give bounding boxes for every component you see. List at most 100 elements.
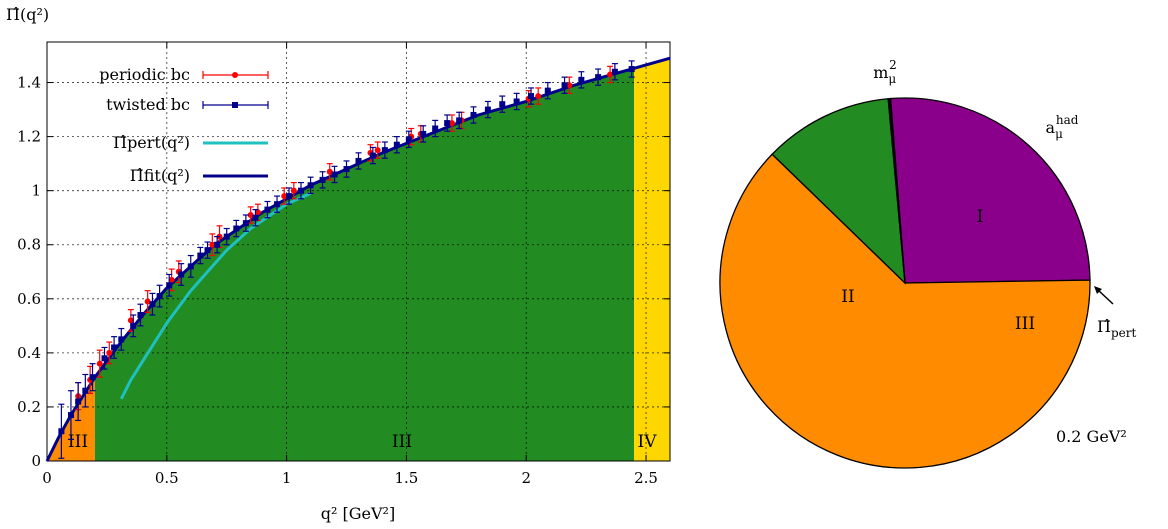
marker-circle bbox=[96, 360, 103, 367]
data-point-twisted bbox=[67, 390, 74, 440]
data-point-twisted bbox=[528, 87, 535, 105]
data-point-twisted bbox=[149, 292, 156, 316]
y-tick-label: 0.2 bbox=[17, 398, 41, 416]
marker-square bbox=[307, 182, 314, 189]
data-point-twisted bbox=[101, 346, 108, 370]
marker-square bbox=[381, 147, 388, 154]
y-tick-label: 0.8 bbox=[17, 236, 41, 254]
data-point-twisted bbox=[319, 171, 326, 189]
data-point-twisted bbox=[420, 125, 427, 143]
legend: periodic bc twisted bc Π̂pert(q²) Π̂fit(q²) bbox=[99, 65, 269, 185]
data-point-twisted bbox=[561, 76, 568, 94]
pie-slice-label: III bbox=[1015, 314, 1035, 334]
data-point-twisted bbox=[297, 181, 304, 200]
data-point-twisted bbox=[204, 241, 211, 259]
legend-label: Π̂pert(q²) bbox=[113, 133, 190, 152]
marker-circle bbox=[127, 317, 134, 324]
marker-square bbox=[578, 76, 585, 83]
marker-circle bbox=[535, 93, 542, 100]
line-scatter-chart: 0 0.5 1 1.5 2 2.5 0 0.2 0.4 0.6 0.8 1 1.2 1.4 Π̂(q²) q²… bbox=[6, 5, 671, 523]
pie-label-top: mμ2 bbox=[873, 58, 897, 86]
marker-square bbox=[499, 101, 506, 108]
data-point-twisted bbox=[307, 176, 314, 194]
marker-square bbox=[286, 193, 293, 200]
data-point-twisted bbox=[130, 314, 137, 338]
marker-square bbox=[274, 201, 281, 208]
marker-square bbox=[130, 322, 137, 329]
pie-slice-label: II bbox=[841, 287, 854, 307]
data-point-twisted bbox=[611, 63, 618, 81]
data-point-twisted bbox=[58, 403, 65, 459]
marker-circle bbox=[247, 212, 254, 219]
y-tick-label: 1.4 bbox=[17, 74, 41, 92]
legend-label: periodic bc bbox=[99, 65, 190, 84]
data-point-twisted bbox=[82, 373, 89, 408]
marker-square bbox=[82, 387, 89, 394]
pie-slice-1 bbox=[719, 153, 1091, 469]
y-tick-label: 1 bbox=[31, 182, 41, 200]
marker-square bbox=[178, 271, 185, 278]
marker-square bbox=[611, 68, 618, 75]
data-point-twisted bbox=[393, 136, 400, 154]
data-point-periodic bbox=[144, 290, 151, 313]
marker-circle bbox=[106, 349, 113, 356]
marker-square bbox=[187, 263, 194, 270]
marker-square bbox=[137, 312, 144, 319]
data-point-twisted bbox=[75, 382, 82, 422]
region-label: III bbox=[68, 432, 88, 452]
series-line-0 bbox=[119, 192, 312, 400]
marker-square bbox=[470, 111, 477, 118]
marker-circle bbox=[607, 71, 614, 78]
x-tick-label: 1 bbox=[282, 469, 292, 487]
marker-square bbox=[420, 130, 427, 137]
marker-circle bbox=[254, 209, 261, 216]
data-point-periodic bbox=[247, 206, 254, 224]
marker-square bbox=[118, 336, 125, 343]
data-point-twisted bbox=[111, 336, 118, 359]
pie-slice-3 bbox=[887, 97, 906, 284]
data-point-twisted bbox=[252, 209, 259, 227]
x-tick-label: 1.5 bbox=[394, 469, 418, 487]
data-point-twisted bbox=[223, 227, 230, 246]
x-tick-label: 0 bbox=[42, 469, 52, 487]
marker-square bbox=[264, 206, 271, 213]
marker-square bbox=[393, 141, 400, 148]
data-point-twisted bbox=[513, 92, 520, 111]
region-fill-2 bbox=[634, 58, 670, 461]
x-axis-label: q² [GeV²] bbox=[321, 504, 395, 523]
marker-square bbox=[595, 74, 602, 81]
marker-circle bbox=[326, 168, 333, 175]
data-point-twisted bbox=[343, 160, 350, 178]
marker-square bbox=[204, 247, 211, 254]
marker-square bbox=[75, 398, 82, 405]
marker-circle bbox=[448, 120, 455, 127]
legend-marker bbox=[232, 72, 238, 78]
data-point-twisted bbox=[156, 284, 163, 308]
marker-square bbox=[628, 66, 635, 73]
marker-square bbox=[444, 120, 451, 127]
legend-label: twisted bc bbox=[106, 95, 190, 114]
data-point-twisted bbox=[286, 187, 293, 205]
data-point-twisted bbox=[197, 246, 204, 265]
region-label: IV bbox=[638, 432, 658, 452]
data-point-twisted bbox=[355, 152, 362, 170]
y-tick-label: 1.2 bbox=[17, 128, 41, 146]
pie-slice-2 bbox=[771, 98, 906, 285]
y-tick-label: 0 bbox=[31, 452, 41, 470]
pie-label-bottom-right: 0.2 GeV² bbox=[1056, 427, 1127, 446]
data-point-periodic bbox=[96, 349, 103, 378]
y-tick-label: 0.6 bbox=[17, 290, 41, 308]
pie-slice-label: I bbox=[977, 207, 984, 227]
marker-square bbox=[197, 252, 204, 259]
marker-square bbox=[297, 187, 304, 194]
data-point-twisted bbox=[89, 363, 96, 392]
marker-square bbox=[513, 98, 520, 105]
marker-square bbox=[432, 125, 439, 132]
data-point-twisted bbox=[214, 236, 221, 254]
data-point-twisted bbox=[470, 106, 477, 124]
data-point-twisted bbox=[242, 214, 249, 232]
marker-square bbox=[156, 293, 163, 300]
marker-square bbox=[89, 374, 96, 381]
